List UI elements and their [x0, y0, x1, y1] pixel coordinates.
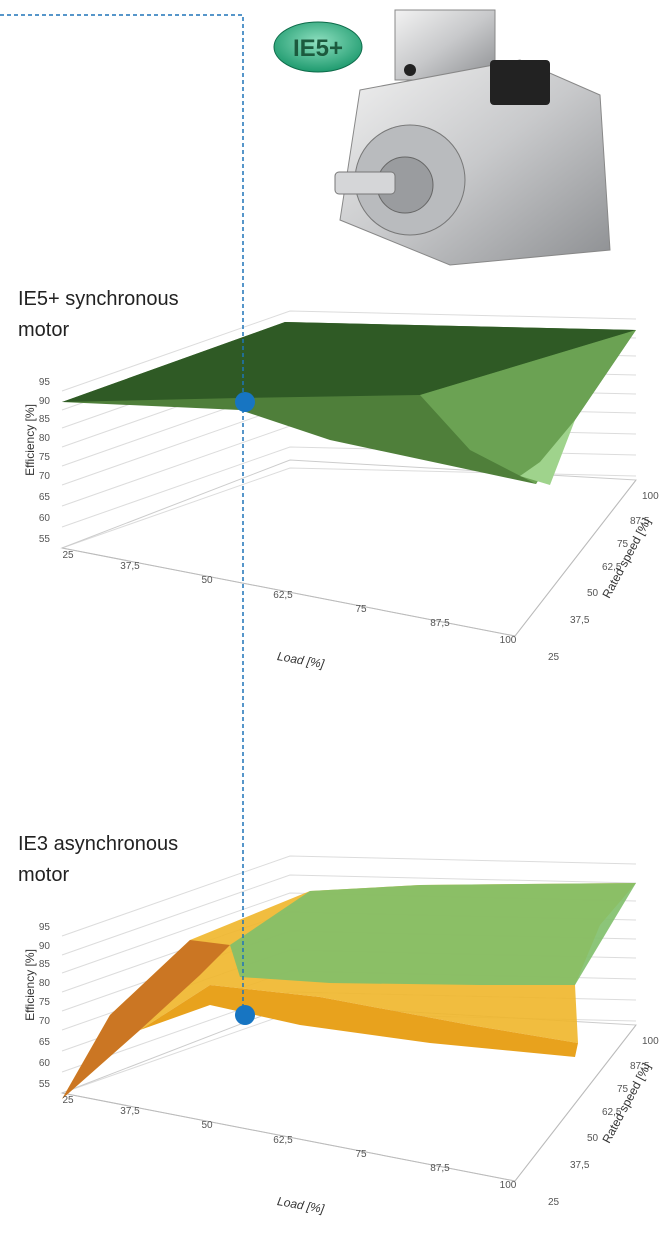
panels: IE5+ synchronous motor 95 90 85 80 75 70 65 60 55 2…	[18, 288, 659, 1216]
panel-title: motor	[18, 319, 69, 341]
z-axis-label: Efficiency [%]	[23, 949, 37, 1021]
z-tick-label: 60	[39, 1058, 51, 1069]
chart-panel: IE3 asynchronous motor 95 90 85 80 75 70 65 60 55 2…	[18, 833, 659, 1216]
surface-front	[140, 985, 578, 1057]
z-tick-label: 55	[39, 1079, 51, 1090]
y-tick-label: 62,5	[602, 1107, 622, 1118]
x-axis-label: Load [%]	[276, 649, 326, 671]
x-tick-label: 100	[500, 635, 517, 646]
y-tick-label: 87,5	[630, 516, 650, 527]
z-tick-label: 85	[39, 959, 51, 970]
y-tick-label: 50	[587, 1133, 599, 1144]
axis	[61, 1024, 637, 1182]
grid-line	[61, 310, 637, 392]
axis	[61, 479, 637, 637]
surface-light	[420, 330, 636, 484]
x-tick-label: 37,5	[120, 1106, 140, 1117]
surface-green	[230, 883, 636, 985]
y-tick-label: 75	[617, 1084, 629, 1095]
z-tick-label: 60	[39, 513, 51, 524]
x-tick-label: 50	[201, 575, 213, 586]
x-tick-label: 62,5	[273, 590, 293, 601]
y-tick-label: 100	[642, 491, 659, 502]
panel-title: IE5+ synchronous	[18, 288, 179, 310]
z-tick-label: 90	[39, 941, 51, 952]
x-tick-label: 87,5	[430, 1163, 450, 1174]
x-tick-label: 75	[355, 604, 367, 615]
x-tick-label: 50	[201, 1120, 213, 1131]
x-axis-label: Load [%]	[276, 1194, 326, 1216]
z-tick-label: 80	[39, 433, 51, 444]
motor-image	[334, 9, 611, 266]
grid-line	[61, 874, 637, 956]
x-tick-label: 37,5	[120, 561, 140, 572]
badge	[273, 21, 363, 73]
z-tick-label: 65	[39, 492, 51, 503]
z-tick-label: 85	[39, 414, 51, 425]
y-tick-label: 50	[587, 588, 599, 599]
z-axis-label: Efficiency [%]	[23, 404, 37, 476]
guide-line	[0, 14, 255, 1025]
z-tick-label: 65	[39, 1037, 51, 1048]
chart-panel: IE5+ synchronous motor 95 90 85 80 75 70 65 60 55 2…	[18, 288, 659, 671]
surface-edge	[520, 420, 575, 485]
panel-title: IE3 asynchronous	[18, 833, 178, 855]
y-axis-label: Rated speed [%]	[599, 1061, 653, 1146]
z-tick-label: 95	[39, 922, 51, 933]
x-tick-label: 100	[500, 1180, 517, 1191]
y-tick-label: 37,5	[570, 615, 590, 626]
y-tick-label: 25	[548, 1197, 560, 1208]
floor	[60, 459, 637, 637]
surface-shade	[62, 322, 636, 402]
y-tick-label: 62,5	[602, 562, 622, 573]
y-tick-label: 25	[548, 652, 560, 663]
z-tick-label: 75	[39, 452, 51, 463]
x-tick-label: 87,5	[430, 618, 450, 629]
x-tick-label: 25	[62, 550, 74, 561]
x-tick-label: 75	[355, 1149, 367, 1160]
y-tick-label: 87,5	[630, 1061, 650, 1072]
x-tick-label: 62,5	[273, 1135, 293, 1146]
z-tick-label: 70	[39, 1016, 51, 1027]
badge-text: IE5+	[293, 35, 343, 62]
y-tick-label: 100	[642, 1036, 659, 1047]
x-tick-label: 25	[62, 1095, 74, 1106]
panel-title: motor	[18, 864, 69, 886]
y-tick-label: 37,5	[570, 1160, 590, 1171]
y-axis-label: Rated speed [%]	[599, 516, 653, 601]
y-tick-label: 75	[617, 539, 629, 550]
z-tick-label: 95	[39, 377, 51, 388]
z-tick-label: 90	[39, 396, 51, 407]
grid-line	[61, 855, 637, 937]
z-tick-label: 80	[39, 978, 51, 989]
z-tick-label: 55	[39, 534, 51, 545]
z-tick-label: 70	[39, 471, 51, 482]
surface-dark	[62, 940, 230, 1099]
z-tick-label: 75	[39, 997, 51, 1008]
